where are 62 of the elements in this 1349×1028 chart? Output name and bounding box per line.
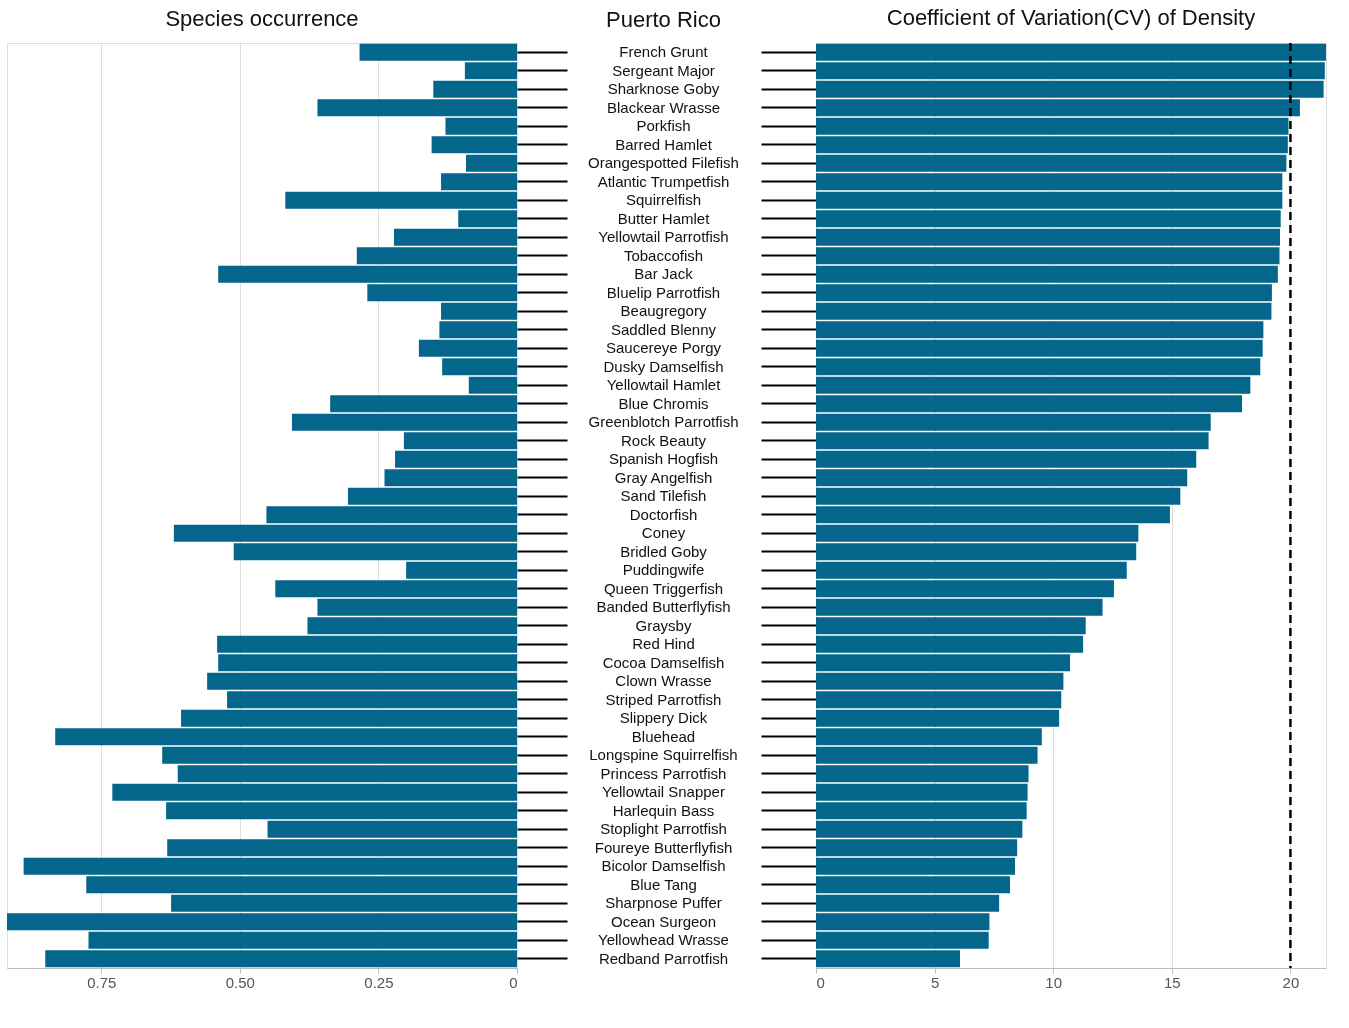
y-tick-label: Yellowtail Parrotfish [598,228,729,246]
y-tick-label: Sharknose Goby [607,80,720,98]
y-tick-label: Gray Angelfish [614,468,713,486]
y-tick-label: Bluehead [631,727,696,745]
y-tick-label: Bluelip Parrotfish [606,283,721,301]
y-tick-label: Red Hind [632,635,695,653]
y-tick-label: Puddingwife [622,561,705,579]
y-tick-label: Doctorfish [629,505,698,523]
y-tick-label: Beaugregory [620,302,707,320]
x-tick-label: 0 [816,973,825,991]
y-tick-label: Yellowtail Snapper [602,783,725,801]
x-tick-label: 0.25 [364,973,394,991]
y-tick-label: Graysby [635,616,692,634]
y-tick-label: Sharpnose Puffer [605,894,722,912]
x-tick-label: 5 [930,973,940,991]
y-tick-label: Stoplight Parrotfish [600,820,727,838]
y-tick-label: Bridled Goby [620,542,708,560]
y-tick-label: Blackear Wrasse [606,98,721,116]
x-tick-label: 0 [509,973,518,991]
y-tick-label: Porkfish [636,117,691,135]
y-tick-label: Queen Triggerfish [603,579,724,597]
y-tick-label: Yellowhead Wrasse [598,931,729,949]
y-tick-label: Squirrelfish [625,191,702,209]
y-tick-label: Sergeant Major [612,61,715,79]
y-tick-label: Bicolor Damselfish [601,857,726,875]
x-tick-label: 10 [1045,973,1063,991]
y-tick-label: Redband Parrotfish [598,949,729,967]
y-tick-label: Bar Jack [634,265,694,283]
y-tick-label: Foureye Butterflyfish [594,838,733,856]
y-tick-label: Coney [641,524,686,542]
y-tick-label: Dusky Damselfish [603,357,724,375]
y-tick-label: Blue Chromis [618,394,709,412]
x-tick-label: 15 [1163,973,1181,991]
x-tick-label: 0.75 [87,973,117,991]
y-tick-label: Sand Tilefish [620,487,707,505]
y-tick-label: French Grunt [619,43,709,61]
y-tick-label: Banded Butterflyfish [596,598,731,616]
y-tick-label: Striped Parrotfish [605,690,722,708]
y-tick-label: Cocoa Damselfish [602,653,725,671]
y-tick-label: Greenblotch Parrotfish [588,413,739,431]
chart-title: Species occurrence [165,6,359,31]
x-tick-label: 20 [1282,973,1300,991]
y-tick-label: Saddled Blenny [610,320,717,338]
y-tick-label: Orangespotted Filefish [588,154,739,172]
y-tick-label: Yellowtail Hamlet [606,376,722,394]
y-tick-label: Slippery Dick [619,709,708,727]
x-tick-label: 0.50 [225,973,255,991]
chart-title: Coefficient of Variation(CV) of Density [886,5,1256,30]
y-tick-label: Princess Parrotfish [600,764,727,782]
y-tick-label: Saucereye Porgy [605,339,722,357]
y-tick-label: Butter Hamlet [617,209,711,227]
y-tick-label: Rock Beauty [620,431,707,449]
y-axis-title: Puerto Rico [606,6,721,32]
y-tick-label: Atlantic Trumpetfish [597,172,730,190]
y-tick-label: Harlequin Bass [612,801,715,819]
y-tick-label: Clown Wrasse [615,672,712,690]
y-tick-label: Tobaccofish [623,246,704,264]
y-tick-label: Longspine Squirrelfish [589,746,738,764]
y-tick-label: Ocean Surgeon [610,912,717,930]
y-tick-label: Barred Hamlet [615,135,713,153]
y-tick-label: Blue Tang [630,875,697,893]
y-tick-label: Spanish Hogfish [608,450,719,468]
